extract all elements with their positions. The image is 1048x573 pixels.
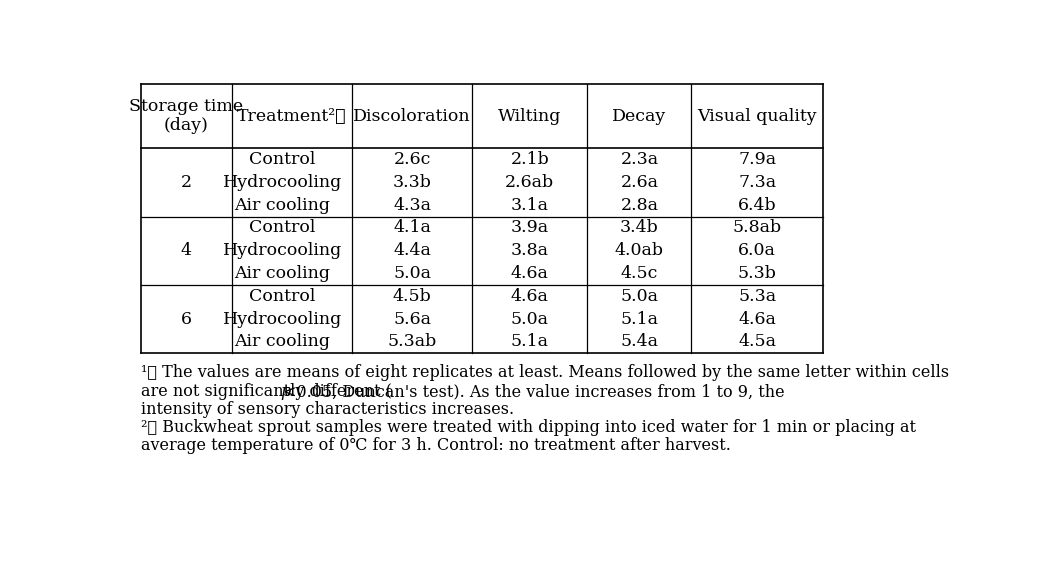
Text: 5.3a: 5.3a bbox=[738, 288, 777, 305]
Text: 2.1b: 2.1b bbox=[510, 151, 549, 168]
Text: intensity of sensory characteristics increases.: intensity of sensory characteristics inc… bbox=[140, 402, 514, 418]
Text: Control: Control bbox=[249, 151, 315, 168]
Text: 4.3a: 4.3a bbox=[393, 197, 431, 214]
Text: p: p bbox=[280, 383, 290, 400]
Text: ¹⧩ The values are means of eight replicates at least. Means followed by the same: ¹⧩ The values are means of eight replica… bbox=[140, 364, 948, 382]
Text: 5.0a: 5.0a bbox=[620, 288, 658, 305]
Text: 5.3ab: 5.3ab bbox=[388, 333, 437, 351]
Text: 4.6a: 4.6a bbox=[510, 265, 549, 282]
Text: 3.9a: 3.9a bbox=[510, 219, 549, 237]
Text: 4.0ab: 4.0ab bbox=[615, 242, 664, 259]
Text: Control: Control bbox=[249, 288, 315, 305]
Text: 4.4a: 4.4a bbox=[393, 242, 431, 259]
Text: Storage time
(day): Storage time (day) bbox=[129, 98, 243, 135]
Text: Wilting: Wilting bbox=[498, 108, 562, 125]
Text: Air cooling: Air cooling bbox=[234, 197, 330, 214]
Text: 4: 4 bbox=[180, 242, 192, 259]
Text: 3.1a: 3.1a bbox=[510, 197, 549, 214]
Text: Control: Control bbox=[249, 219, 315, 237]
Text: Air cooling: Air cooling bbox=[234, 333, 330, 351]
Text: Hydrocooling: Hydrocooling bbox=[222, 174, 342, 191]
Text: 2.6ab: 2.6ab bbox=[505, 174, 554, 191]
Text: 4.5b: 4.5b bbox=[393, 288, 432, 305]
Text: are not significantly different (: are not significantly different ( bbox=[140, 383, 392, 400]
Text: 6.0a: 6.0a bbox=[738, 242, 777, 259]
Text: 5.1a: 5.1a bbox=[620, 311, 658, 328]
Text: 5.8ab: 5.8ab bbox=[733, 219, 782, 237]
Text: Decay: Decay bbox=[612, 108, 667, 125]
Text: 2.3a: 2.3a bbox=[620, 151, 658, 168]
Text: 3.8a: 3.8a bbox=[510, 242, 549, 259]
Text: average temperature of 0℃ for 3 h. Control: no treatment after harvest.: average temperature of 0℃ for 3 h. Contr… bbox=[140, 437, 730, 454]
Text: 2.6c: 2.6c bbox=[393, 151, 431, 168]
Text: 3.4b: 3.4b bbox=[620, 219, 659, 237]
Text: 7.9a: 7.9a bbox=[738, 151, 777, 168]
Text: 4.6a: 4.6a bbox=[510, 288, 549, 305]
Text: 5.0a: 5.0a bbox=[393, 265, 431, 282]
Text: 5.3b: 5.3b bbox=[738, 265, 777, 282]
Text: 6: 6 bbox=[180, 311, 192, 328]
Text: 4.6a: 4.6a bbox=[738, 311, 777, 328]
Text: Hydrocooling: Hydrocooling bbox=[222, 311, 342, 328]
Text: 4.1a: 4.1a bbox=[393, 219, 431, 237]
Text: 3.3b: 3.3b bbox=[393, 174, 432, 191]
Text: Visual quality: Visual quality bbox=[697, 108, 817, 125]
Text: 2.6a: 2.6a bbox=[620, 174, 658, 191]
Text: 2.8a: 2.8a bbox=[620, 197, 658, 214]
Text: 5.6a: 5.6a bbox=[393, 311, 431, 328]
Text: <0.05, Duncan's test). As the value increases from 1 to 9, the: <0.05, Duncan's test). As the value incr… bbox=[283, 383, 785, 400]
Text: 5.4a: 5.4a bbox=[620, 333, 658, 351]
Text: 5.1a: 5.1a bbox=[510, 333, 549, 351]
Text: Hydrocooling: Hydrocooling bbox=[222, 242, 342, 259]
Text: ²⧩ Buckwheat sprout samples were treated with dipping into iced water for 1 min : ²⧩ Buckwheat sprout samples were treated… bbox=[140, 419, 916, 435]
Text: 7.3a: 7.3a bbox=[738, 174, 777, 191]
Text: 2: 2 bbox=[180, 174, 192, 191]
Text: 4.5c: 4.5c bbox=[620, 265, 658, 282]
Text: Treatment²⧩: Treatment²⧩ bbox=[237, 108, 347, 125]
Text: 6.4b: 6.4b bbox=[738, 197, 777, 214]
Text: Discoloration: Discoloration bbox=[353, 108, 471, 125]
Text: 4.5a: 4.5a bbox=[738, 333, 777, 351]
Text: Air cooling: Air cooling bbox=[234, 265, 330, 282]
Text: 5.0a: 5.0a bbox=[510, 311, 549, 328]
